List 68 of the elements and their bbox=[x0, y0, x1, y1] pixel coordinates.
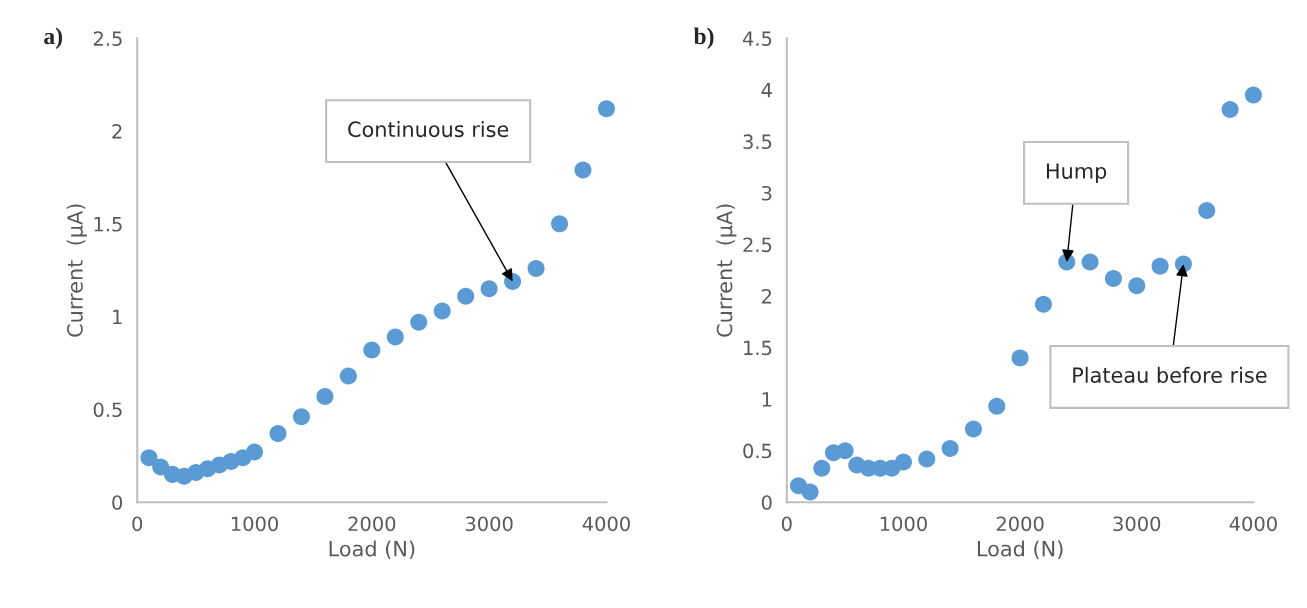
x-axis-title: Load (N) bbox=[329, 540, 415, 560]
point bbox=[457, 287, 475, 305]
y-tick-label: 1.5 bbox=[94, 217, 122, 232]
y-tick-label: 2 bbox=[112, 124, 122, 139]
point bbox=[1011, 349, 1029, 367]
y-tick-label: 2.5 bbox=[743, 237, 772, 253]
y-tick-label: 1 bbox=[762, 392, 772, 407]
x-tick-label: 3000 bbox=[1113, 516, 1161, 532]
point bbox=[269, 425, 287, 443]
point bbox=[386, 328, 404, 346]
point bbox=[1151, 257, 1169, 275]
y-tick-label: 2.5 bbox=[93, 31, 122, 46]
point bbox=[574, 161, 592, 179]
point bbox=[480, 280, 498, 298]
point bbox=[316, 387, 334, 405]
annotation: Plateau before rise bbox=[1073, 366, 1267, 383]
y-axis-title: Current (µA) bbox=[716, 204, 737, 337]
x-tick-label: 3000 bbox=[465, 516, 513, 532]
y-tick-label: 4.5 bbox=[742, 31, 772, 46]
x-tick-label: 4000 bbox=[1229, 516, 1277, 532]
point bbox=[1104, 270, 1122, 288]
x-tick-label: 0 bbox=[132, 516, 143, 532]
point bbox=[1034, 295, 1052, 313]
point bbox=[988, 397, 1006, 415]
y-tick-label: 3 bbox=[762, 185, 772, 201]
y-tick-label: 4 bbox=[761, 83, 772, 98]
y-tick-label: 0 bbox=[112, 495, 123, 510]
point bbox=[246, 443, 264, 461]
y-tick-label: 1 bbox=[113, 309, 122, 325]
point bbox=[410, 313, 428, 331]
x-tick-label: 1000 bbox=[880, 516, 927, 532]
point bbox=[918, 450, 936, 468]
annotation: Continuous rise bbox=[348, 121, 509, 138]
x-tick-label: 4000 bbox=[582, 516, 630, 532]
y-tick-label: 1.5 bbox=[744, 340, 772, 356]
x-tick-label: 2000 bbox=[348, 516, 396, 532]
point bbox=[527, 259, 545, 277]
y-tick-label: 0.5 bbox=[93, 402, 122, 418]
point bbox=[1221, 100, 1239, 118]
point bbox=[894, 453, 912, 471]
point bbox=[140, 449, 158, 467]
point bbox=[941, 440, 959, 458]
x-tick-label: 2000 bbox=[996, 516, 1044, 532]
point bbox=[1128, 277, 1146, 295]
point bbox=[433, 302, 451, 320]
point bbox=[551, 215, 569, 233]
point bbox=[964, 420, 982, 438]
annotation: Hump bbox=[1046, 163, 1107, 183]
point bbox=[1244, 86, 1262, 104]
y-tick-label: 0.5 bbox=[743, 443, 772, 459]
point bbox=[801, 483, 819, 501]
point bbox=[339, 367, 357, 385]
point bbox=[597, 100, 615, 118]
point bbox=[1198, 201, 1216, 219]
y-tick-label: 0 bbox=[761, 495, 772, 510]
point bbox=[292, 408, 310, 426]
point bbox=[813, 459, 831, 477]
y-tick-label: 2 bbox=[761, 288, 771, 304]
x-tick-label: 0 bbox=[781, 516, 792, 532]
x-tick-label: 1000 bbox=[231, 516, 278, 532]
point bbox=[363, 341, 381, 359]
y-axis-title: Current (µA) bbox=[66, 204, 87, 337]
point bbox=[1081, 253, 1099, 271]
point bbox=[836, 442, 854, 460]
text: a) bbox=[44, 27, 63, 50]
y-tick-label: 3.5 bbox=[743, 134, 772, 150]
text: b) bbox=[693, 27, 714, 50]
x-axis-title: Load (N) bbox=[977, 540, 1063, 560]
